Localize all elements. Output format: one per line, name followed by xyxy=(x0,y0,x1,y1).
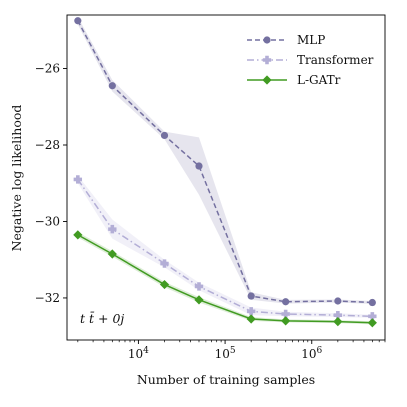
y-tick-label: −30 xyxy=(35,215,60,229)
transformer-point xyxy=(333,310,343,320)
mlp-point xyxy=(368,298,376,307)
mlp-point xyxy=(108,82,116,90)
plot-frame xyxy=(66,14,386,341)
mlp-point xyxy=(74,17,82,25)
legend-marker-mlp xyxy=(263,36,271,44)
l-gatr-point xyxy=(159,279,170,290)
series-markers xyxy=(73,17,377,328)
y-tick-label: −26 xyxy=(35,62,60,76)
legend: MLP Transformer L-GATr xyxy=(247,33,374,87)
legend-label-transformer: Transformer xyxy=(297,53,374,67)
mlp-point xyxy=(282,298,290,306)
transformer-point xyxy=(160,259,169,268)
l-gatr-point xyxy=(194,295,204,305)
mlp-point xyxy=(160,131,169,140)
l-gatr-point xyxy=(333,317,343,327)
transformer-point xyxy=(194,282,204,291)
l-gatr-point xyxy=(246,314,256,324)
l-gatr-line xyxy=(77,234,373,324)
legend-label-mlp: MLP xyxy=(297,33,325,47)
x-axis-label: Number of training samples xyxy=(137,372,315,387)
y-axis-label: Negative log likelihood xyxy=(9,105,24,252)
legend-marker-transformer xyxy=(262,55,272,65)
x-tick-label: 106 xyxy=(301,346,322,361)
x-axis-ticks: 104 105 106 xyxy=(77,340,386,361)
transformer-point xyxy=(246,307,256,316)
y-tick-label: −28 xyxy=(35,138,60,152)
y-axis-ticks: −26 −28 −30 −32 xyxy=(35,62,67,305)
transformer-point xyxy=(108,224,117,234)
mlp-point xyxy=(195,162,203,170)
legend-marker-l-gatr xyxy=(262,75,272,85)
transformer-point xyxy=(368,312,377,321)
transformer-point xyxy=(73,175,83,184)
series-lines xyxy=(77,20,373,324)
uncertainty-bands xyxy=(77,16,373,325)
mlp-point xyxy=(334,297,342,305)
process-annotation: t t̄ + 0j xyxy=(80,310,124,326)
l-gatr-point xyxy=(73,230,83,240)
transformer-point xyxy=(281,309,290,319)
y-tick-label: −32 xyxy=(35,291,60,305)
transformer-line xyxy=(77,178,373,318)
l-gatr-point xyxy=(281,316,291,326)
mlp-point xyxy=(247,292,255,300)
legend-label-l-gatr: L-GATr xyxy=(297,73,341,87)
x-tick-label: 105 xyxy=(215,346,236,361)
mlp-band xyxy=(77,16,373,305)
l-gatr-point xyxy=(107,249,117,259)
mlp-line xyxy=(77,20,373,304)
transformer-band xyxy=(77,175,373,318)
l-gatr-point xyxy=(367,318,377,328)
x-tick-label: 104 xyxy=(128,346,149,361)
